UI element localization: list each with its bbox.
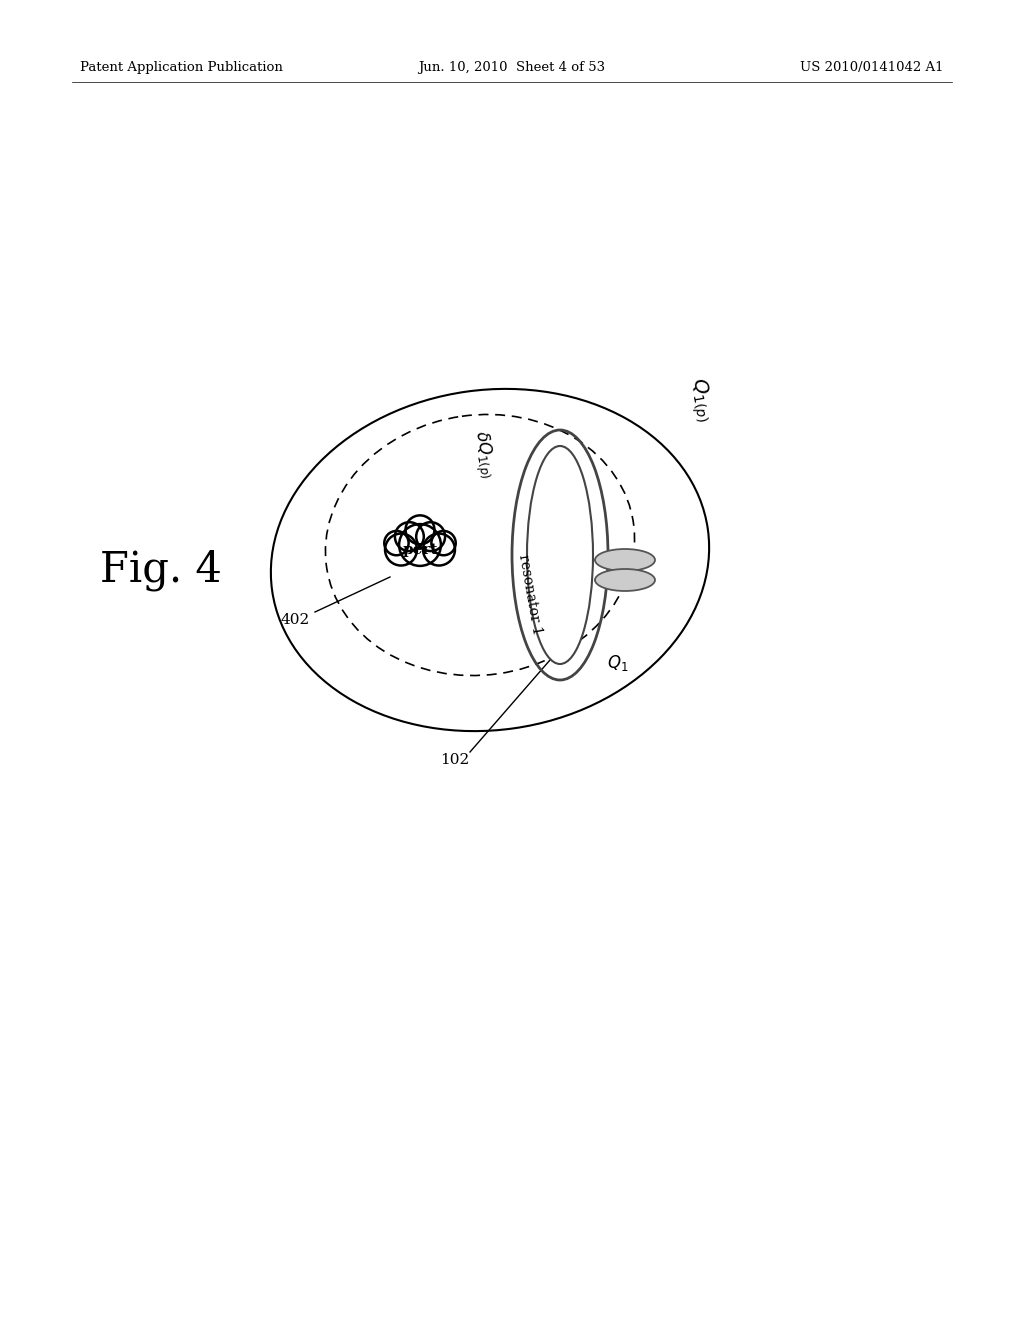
- Circle shape: [399, 524, 441, 566]
- Circle shape: [395, 523, 424, 550]
- Text: 102: 102: [440, 752, 470, 767]
- Text: US 2010/0141042 A1: US 2010/0141042 A1: [801, 62, 944, 74]
- Ellipse shape: [527, 446, 593, 664]
- Circle shape: [431, 531, 456, 556]
- Text: Jun. 10, 2010  Sheet 4 of 53: Jun. 10, 2010 Sheet 4 of 53: [419, 62, 605, 74]
- Text: $\delta Q_{1(p)}$: $\delta Q_{1(p)}$: [467, 429, 499, 480]
- Circle shape: [416, 523, 445, 550]
- Circle shape: [423, 533, 455, 565]
- Text: $Q_{1(p)}$: $Q_{1(p)}$: [684, 376, 716, 424]
- Circle shape: [385, 533, 417, 565]
- Ellipse shape: [595, 569, 655, 591]
- Text: pert: pert: [402, 543, 437, 557]
- Ellipse shape: [595, 549, 655, 572]
- Text: 402: 402: [281, 612, 309, 627]
- Circle shape: [406, 515, 434, 544]
- Text: Fig. 4: Fig. 4: [100, 549, 222, 591]
- Text: $Q_1$: $Q_1$: [607, 653, 629, 673]
- Text: resonator 1: resonator 1: [516, 553, 544, 636]
- Circle shape: [384, 531, 409, 556]
- Text: Patent Application Publication: Patent Application Publication: [80, 62, 283, 74]
